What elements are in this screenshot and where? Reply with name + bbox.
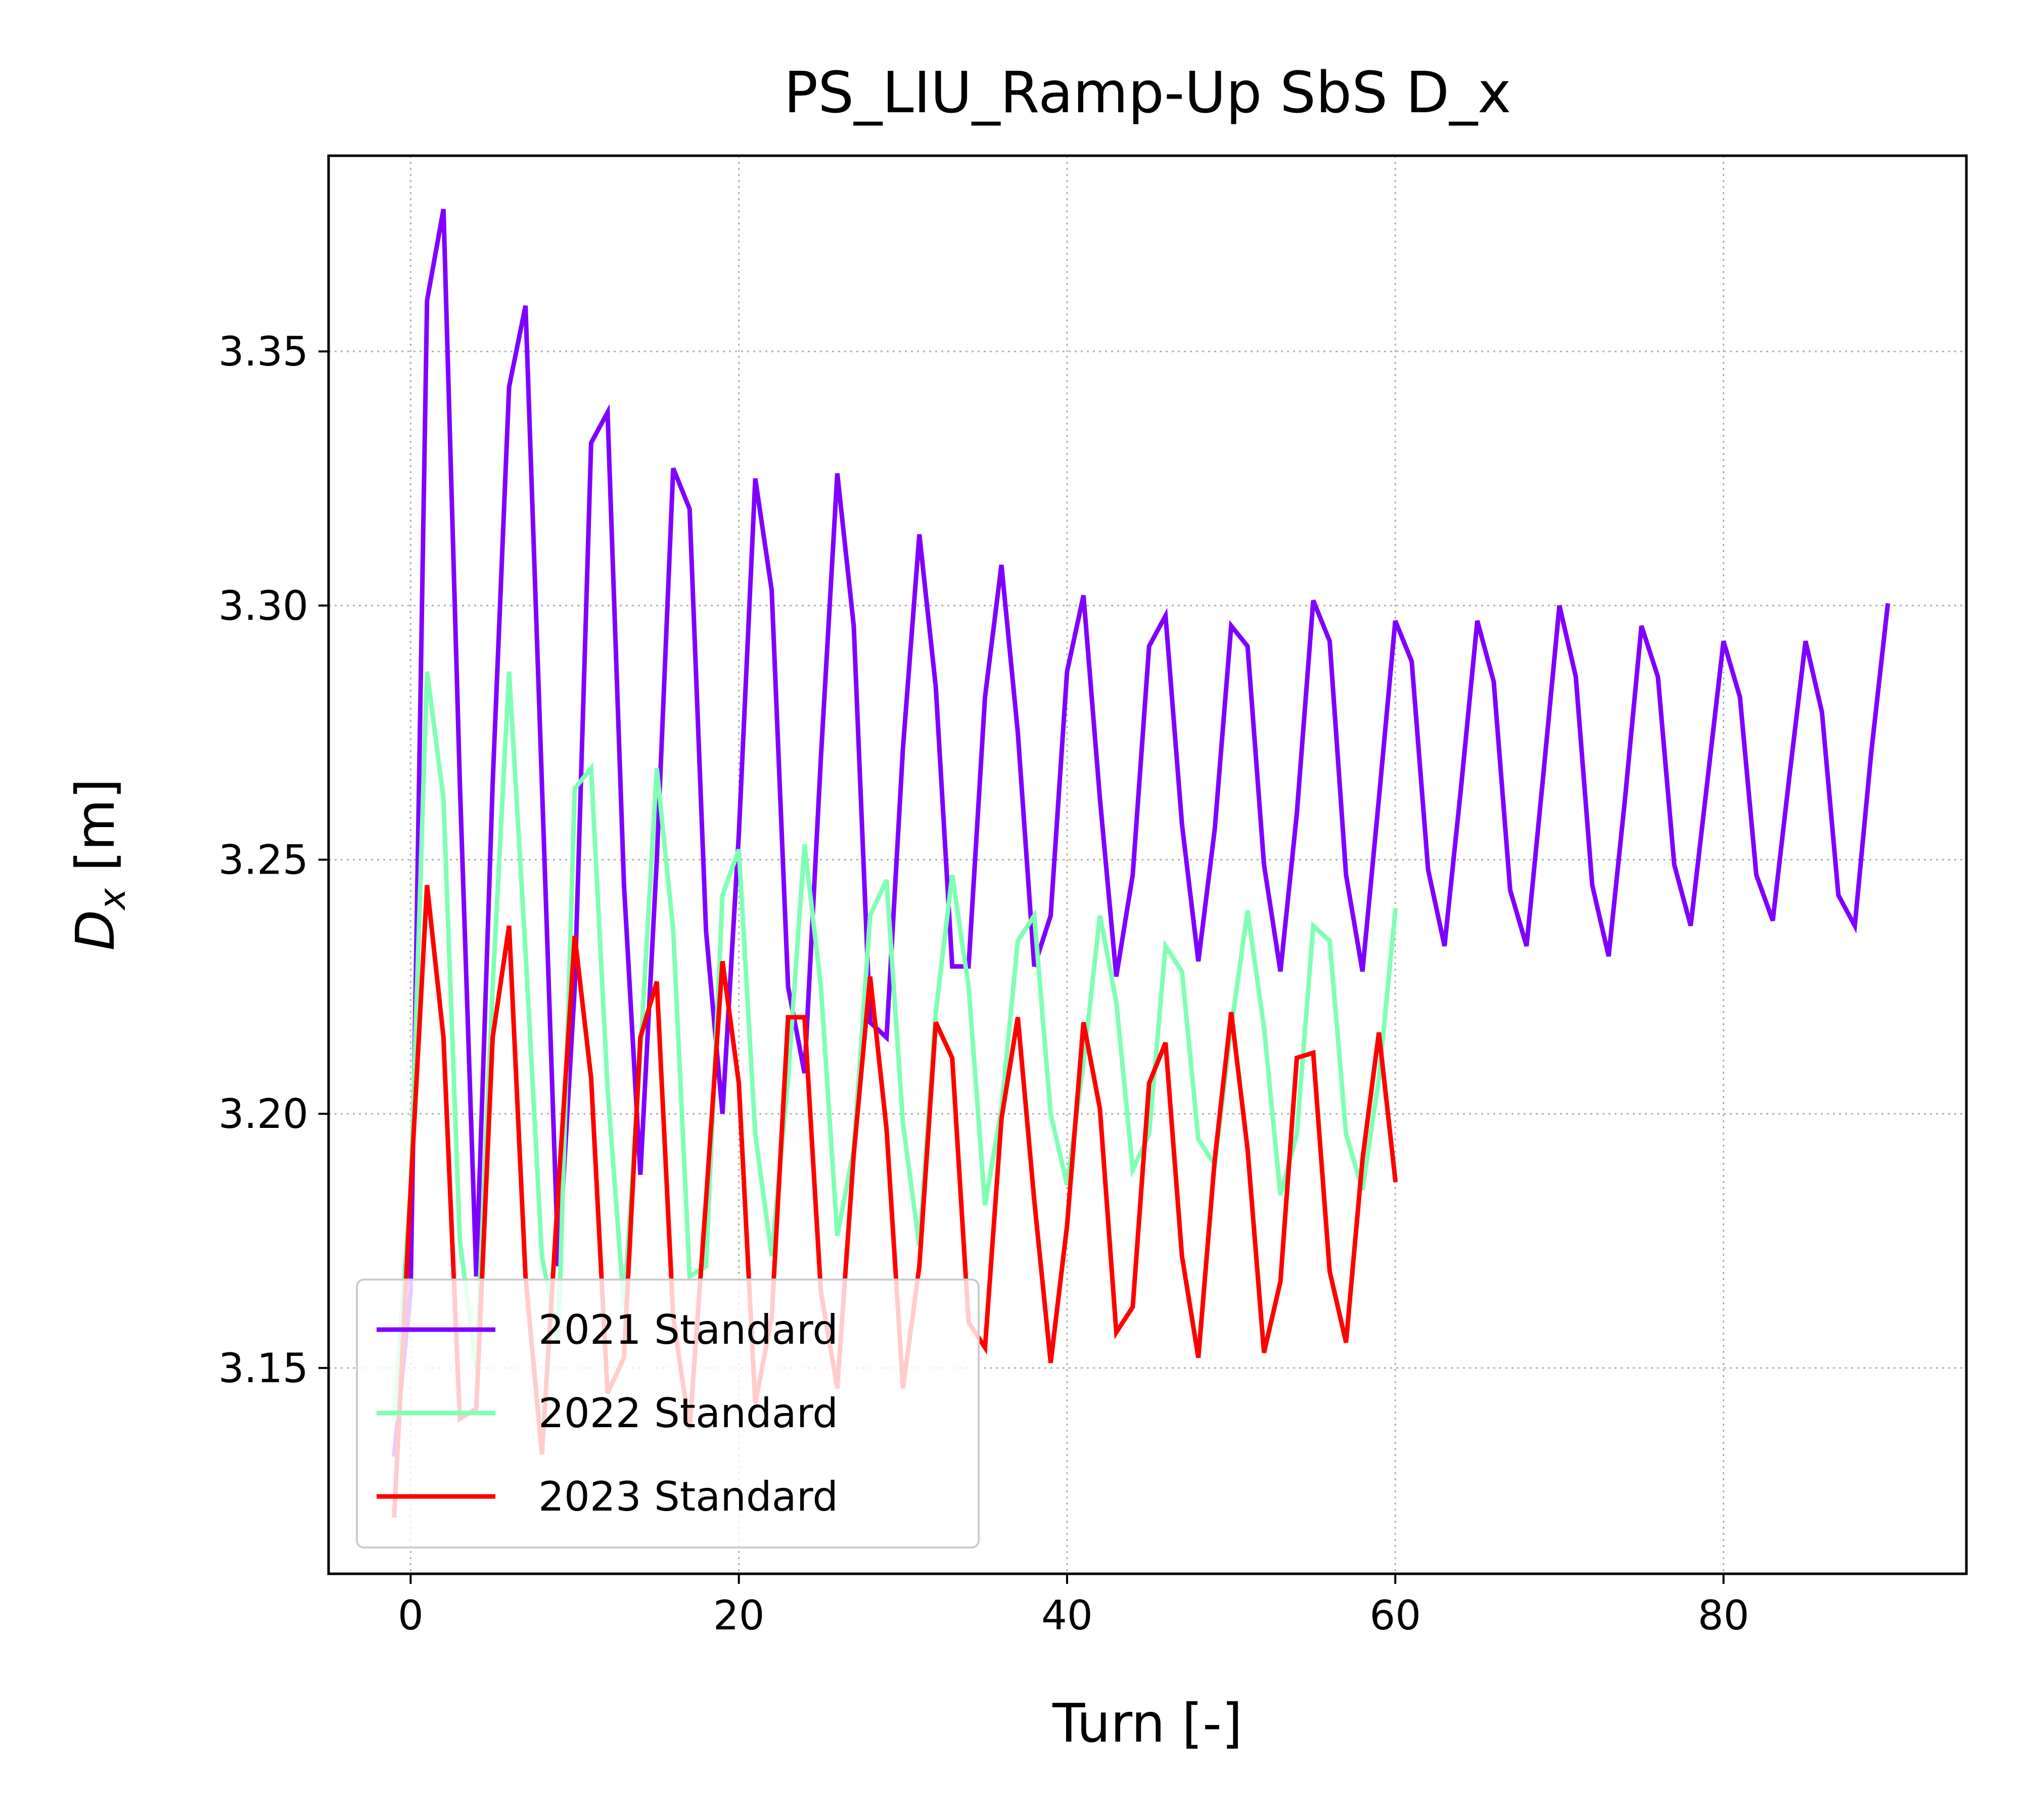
plot-frame (327, 154, 1968, 1575)
legend-entries: 2021 Standard 2022 Standard 2023 Standard (377, 1306, 838, 1520)
y-tick-label: 3.35 (218, 328, 308, 375)
y-axis-label-unit: [m] (65, 778, 126, 888)
y-axis-label-base: D (65, 910, 126, 951)
y-axis-label-sub: x (91, 888, 133, 911)
legend-box (356, 1279, 980, 1549)
x-tick-label: 60 (1369, 1592, 1421, 1639)
x-axis-label: Turn [-] (1052, 1693, 1243, 1754)
legend-label: 2022 Standard (538, 1390, 838, 1437)
y-tick-label: 3.20 (218, 1090, 308, 1138)
legend: 2021 Standard 2022 Standard 2023 Standard (356, 1279, 980, 1549)
axis-ticks: 0 20 40 60 80 3.15 3.20 3.25 3.30 3.35 (218, 328, 1750, 1639)
legend-label: 2023 Standard (538, 1473, 838, 1520)
grid-lines (329, 156, 1966, 1574)
y-tick-label: 3.15 (218, 1345, 308, 1392)
series-line-1 (391, 208, 1891, 1457)
y-tick-label: 3.25 (218, 836, 308, 883)
x-tick-label: 20 (713, 1592, 765, 1639)
x-tick-label: 0 (398, 1592, 424, 1639)
y-tick-label: 3.30 (218, 582, 308, 629)
chart-title: PS_LIU_Ramp-Up SbS D_x (784, 60, 1511, 126)
series-line-3 (392, 885, 1398, 1518)
x-tick-label: 40 (1041, 1592, 1093, 1639)
x-tick-label: 80 (1698, 1592, 1750, 1639)
y-axis-label: Dx [m] (65, 778, 133, 950)
series-layer (391, 208, 1891, 1518)
legend-label: 2021 Standard (538, 1306, 838, 1353)
